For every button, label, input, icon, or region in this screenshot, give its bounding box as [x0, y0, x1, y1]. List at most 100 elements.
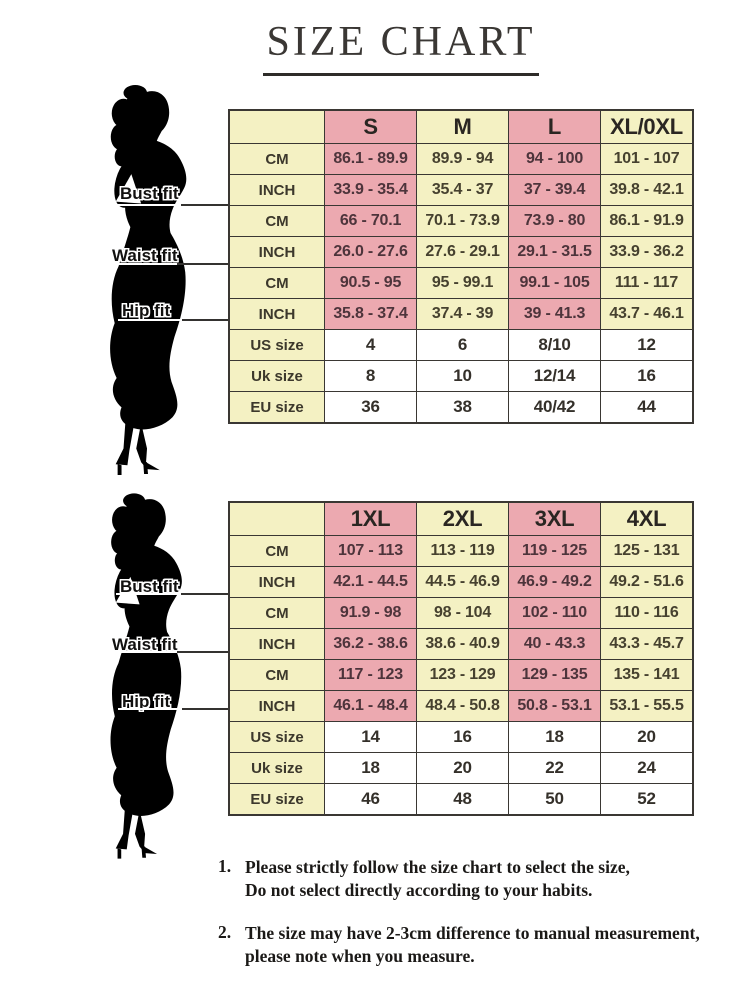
value-cell: 43.3 - 45.7 — [601, 629, 692, 659]
waist-fit-line — [107, 651, 228, 653]
value-cell: 39 - 41.3 — [509, 299, 600, 329]
value-cell: 16 — [417, 722, 508, 752]
size-column-header: XL/0XL — [601, 111, 692, 143]
row-label-cell: EU size — [230, 392, 324, 422]
value-cell: 94 - 100 — [509, 144, 600, 174]
bust-fit-label: Bust fit — [120, 184, 179, 203]
value-cell: 99.1 - 105 — [509, 268, 600, 298]
size-column-header: 4XL — [601, 503, 692, 535]
value-cell: 20 — [601, 722, 692, 752]
value-cell: 95 - 99.1 — [417, 268, 508, 298]
size-table-plus: 1XL 2XL 3XL 4XL CM 107 - 113 113 - 119 119 - 12… — [228, 501, 694, 816]
value-cell: 12 — [601, 330, 692, 360]
value-cell: 37.4 - 39 — [417, 299, 508, 329]
value-cell: 38 — [417, 392, 508, 422]
bust-fit-line — [116, 204, 228, 206]
corner-cell — [230, 503, 324, 535]
value-cell: 50 — [509, 784, 600, 814]
page-title: SIZE CHART — [262, 18, 540, 76]
waist-fit-line — [107, 263, 228, 265]
value-cell: 46.9 - 49.2 — [509, 567, 600, 597]
value-cell: 33.9 - 36.2 — [601, 237, 692, 267]
hip-fit-label: Hip fit — [122, 692, 171, 711]
value-cell: 27.6 - 29.1 — [417, 237, 508, 267]
bust-fit-label: Bust fit — [120, 577, 179, 596]
value-cell: 123 - 129 — [417, 660, 508, 690]
value-cell: 113 - 119 — [417, 536, 508, 566]
row-label-cell: INCH — [230, 691, 324, 721]
row-label-cell: INCH — [230, 567, 324, 597]
row-label-cell: INCH — [230, 299, 324, 329]
value-cell: 44 — [601, 392, 692, 422]
value-cell: 129 - 135 — [509, 660, 600, 690]
waist-fit-label: Waist fit — [112, 246, 178, 265]
size-column-header: S — [325, 111, 416, 143]
value-cell: 52 — [601, 784, 692, 814]
row-label-cell: US size — [230, 722, 324, 752]
value-cell: 4 — [325, 330, 416, 360]
row-label-cell: INCH — [230, 237, 324, 267]
row-label-cell: INCH — [230, 175, 324, 205]
hip-fit-line — [118, 708, 228, 710]
row-label-cell: CM — [230, 268, 324, 298]
value-cell: 111 - 117 — [601, 268, 692, 298]
value-cell: 102 - 110 — [509, 598, 600, 628]
value-cell: 39.8 - 42.1 — [601, 175, 692, 205]
value-cell: 37 - 39.4 — [509, 175, 600, 205]
value-cell: 29.1 - 31.5 — [509, 237, 600, 267]
row-label-cell: US size — [230, 330, 324, 360]
value-cell: 119 - 125 — [509, 536, 600, 566]
size-table-regular: S M L XL/0XL CM 86.1 - 89.9 89.9 - 94 94 - 100 1… — [228, 109, 694, 424]
value-cell: 8 — [325, 361, 416, 391]
value-cell: 89.9 - 94 — [417, 144, 508, 174]
page-title-row: SIZE CHART — [0, 18, 750, 76]
value-cell: 42.1 - 44.5 — [325, 567, 416, 597]
value-cell: 26.0 - 27.6 — [325, 237, 416, 267]
waist-fit-label: Waist fit — [112, 635, 178, 654]
value-cell: 50.8 - 53.1 — [509, 691, 600, 721]
value-cell: 91.9 - 98 — [325, 598, 416, 628]
note-line: The size may have 2-3cm difference to ma… — [245, 923, 700, 943]
value-cell: 12/14 — [509, 361, 600, 391]
value-cell: 66 - 70.1 — [325, 206, 416, 236]
row-label-cell: EU size — [230, 784, 324, 814]
value-cell: 10 — [417, 361, 508, 391]
note-line: please note when you measure. — [245, 946, 475, 966]
woman-silhouette — [109, 493, 182, 859]
corner-cell — [230, 111, 324, 143]
value-cell: 20 — [417, 753, 508, 783]
size-column-header: L — [509, 111, 600, 143]
row-label-cell: CM — [230, 660, 324, 690]
value-cell: 135 - 141 — [601, 660, 692, 690]
value-cell: 73.9 - 80 — [509, 206, 600, 236]
note-line: Do not select directly according to your… — [245, 880, 593, 900]
value-cell: 86.1 - 89.9 — [325, 144, 416, 174]
hip-fit-line — [118, 319, 228, 321]
value-cell: 33.9 - 35.4 — [325, 175, 416, 205]
note-number: 1. — [218, 856, 232, 876]
note-line: Please strictly follow the size chart to… — [245, 857, 630, 877]
row-label-cell: INCH — [230, 629, 324, 659]
value-cell: 36.2 - 38.6 — [325, 629, 416, 659]
value-cell: 35.4 - 37 — [417, 175, 508, 205]
value-cell: 48.4 - 50.8 — [417, 691, 508, 721]
note-number: 2. — [218, 922, 232, 942]
notes-block: 1. Please strictly follow the size chart… — [218, 856, 744, 988]
row-label-cell: CM — [230, 536, 324, 566]
value-cell: 14 — [325, 722, 416, 752]
value-cell: 40/42 — [509, 392, 600, 422]
value-cell: 24 — [601, 753, 692, 783]
value-cell: 8/10 — [509, 330, 600, 360]
value-cell: 43.7 - 46.1 — [601, 299, 692, 329]
value-cell: 53.1 - 55.5 — [601, 691, 692, 721]
value-cell: 22 — [509, 753, 600, 783]
row-label-cell: Uk size — [230, 361, 324, 391]
value-cell: 86.1 - 91.9 — [601, 206, 692, 236]
hip-fit-label: Hip fit — [122, 301, 171, 320]
row-label-cell: CM — [230, 598, 324, 628]
value-cell: 6 — [417, 330, 508, 360]
value-cell: 70.1 - 73.9 — [417, 206, 508, 236]
value-cell: 49.2 - 51.6 — [601, 567, 692, 597]
row-label-cell: Uk size — [230, 753, 324, 783]
